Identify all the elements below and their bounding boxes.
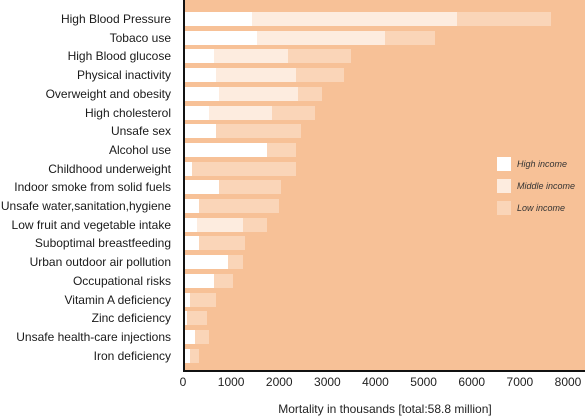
category-label: Indoor smoke from solid fuels: [14, 180, 171, 195]
bar-segment: [185, 49, 214, 64]
bar-segment: [185, 292, 190, 307]
bar-segment: [216, 124, 301, 139]
bar-segment: [187, 311, 207, 326]
legend-swatch: [497, 179, 511, 193]
bar-segment: [209, 105, 272, 120]
bar-segment: [228, 255, 243, 270]
x-axis-line: [183, 370, 585, 372]
category-label: Unsafe sex: [110, 124, 171, 139]
bar-segment: [295, 68, 344, 83]
bar-segment: [185, 180, 219, 195]
category-label: Iron deficiency: [93, 348, 171, 363]
bar-segment: [185, 86, 219, 101]
bar-segment: [218, 180, 282, 195]
category-label: Tobaco use: [109, 30, 171, 45]
x-tick-label: 5000: [410, 375, 437, 389]
bar-segment: [199, 199, 279, 213]
bar-segment: [189, 292, 217, 307]
legend-label: High income: [517, 159, 568, 169]
bar-segment: [185, 273, 214, 288]
category-label: Unsafe water,sanitation,hygiene: [0, 199, 171, 213]
category-label: Unsafe health-care injections: [16, 329, 171, 344]
x-tick-label: 6000: [458, 375, 486, 389]
y-axis-line: [183, 0, 185, 372]
bar-segment: [185, 236, 200, 251]
bar-segment: [194, 329, 210, 344]
bar-segment: [185, 348, 190, 363]
bar-segment: [197, 217, 243, 232]
category-label: Occupational risks: [72, 273, 171, 288]
bar-segment: [185, 68, 217, 83]
bar-segment: [185, 311, 188, 326]
legend-label: Middle income: [517, 181, 576, 191]
bar-segment: [192, 161, 296, 176]
category-label: Suboptimal breastfeeding: [34, 236, 171, 251]
category-label: Vitamin A deficiency: [64, 292, 171, 307]
category-label: Physical inactivity: [76, 68, 171, 83]
bar-segment: [213, 273, 234, 288]
category-label: Zinc deficiency: [91, 311, 171, 326]
bar-segment: [185, 124, 217, 139]
bar-segment: [185, 30, 258, 45]
bar-segment: [218, 86, 299, 101]
bar-segment: [216, 68, 296, 83]
category-label: Childhood underweight: [48, 161, 171, 176]
x-tick-label: 8000: [554, 375, 582, 389]
bar-segment: [185, 217, 198, 232]
bar-segment: [185, 142, 267, 157]
x-axis-title: Mortality in thousands [total:58.8 milli…: [278, 402, 492, 416]
bar-segment: [456, 12, 551, 26]
category-label: Urban outdoor air pollution: [29, 255, 171, 270]
legend-swatch: [497, 201, 511, 215]
bar-segment: [288, 49, 352, 64]
category-label: Low fruit and vegetable intake: [11, 217, 171, 232]
bar-segment: [213, 49, 289, 64]
bar-segment: [298, 86, 323, 101]
bar-segment: [185, 105, 210, 120]
bar-segment: [257, 30, 385, 45]
category-label: Alcohol use: [108, 142, 171, 157]
bar-segment: [185, 161, 193, 176]
bar-segment: [199, 236, 246, 251]
x-tick-label: 3000: [314, 375, 341, 389]
category-label: High Blood Pressure: [60, 12, 171, 26]
bar-segment: [185, 329, 195, 344]
category-label: High cholesterol: [84, 105, 171, 120]
bar-segment: [271, 105, 315, 120]
legend-label: Low income: [517, 203, 566, 213]
category-label: Overweight and obesity: [45, 86, 171, 101]
bar-segment: [242, 217, 267, 232]
bar-segment: [252, 12, 457, 26]
category-label: High Blood glucose: [67, 49, 171, 64]
legend-swatch: [497, 157, 511, 171]
bar-segment: [185, 12, 253, 26]
x-tick-label: 1000: [217, 375, 245, 389]
bar-segment: [384, 30, 436, 45]
x-tick-label: 7000: [506, 375, 534, 389]
x-tick-label: 0: [179, 375, 187, 389]
x-tick-label: 4000: [362, 375, 389, 389]
bar-segment: [266, 142, 296, 157]
bar-segment: [185, 255, 229, 270]
bar-segment: [185, 199, 200, 213]
x-tick-label: 2000: [265, 375, 293, 389]
bar-segment: [189, 348, 200, 363]
